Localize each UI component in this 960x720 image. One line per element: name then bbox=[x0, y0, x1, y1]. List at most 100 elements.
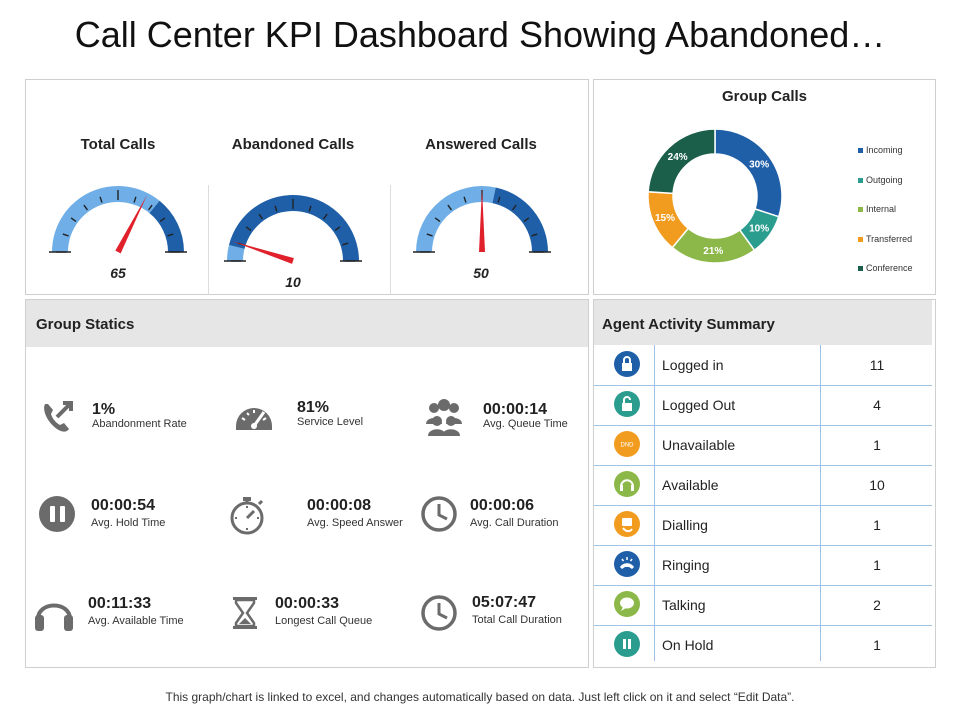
gauge-needle bbox=[479, 188, 485, 252]
table-row: Logged Out 4 bbox=[594, 385, 932, 425]
gauge-dial bbox=[224, 194, 362, 264]
row-divider bbox=[594, 625, 932, 626]
stat-label: Longest Call Queue bbox=[275, 615, 373, 627]
gauge-band-low bbox=[227, 245, 245, 261]
donut-chart: 30% 10% 21% 15% 24% bbox=[647, 128, 783, 264]
gauge-tick bbox=[497, 196, 501, 203]
gauge-tick bbox=[334, 226, 341, 232]
legend-label: Transferred bbox=[866, 233, 913, 244]
people-group-icon bbox=[426, 399, 462, 436]
chart-legend: Incoming Outgoing Internal Transferred Confe… bbox=[858, 144, 913, 292]
divider bbox=[390, 185, 391, 295]
table-row: DND Unavailable 1 bbox=[594, 425, 932, 465]
legend-swatch bbox=[858, 236, 863, 242]
gauge-title: Total Calls bbox=[80, 136, 156, 153]
row-count: 1 bbox=[873, 437, 881, 453]
column-divider bbox=[820, 345, 821, 661]
row-count: 4 bbox=[873, 397, 881, 413]
footer-note: This graph/chart is linked to excel, and… bbox=[165, 690, 795, 704]
gauge-tick bbox=[147, 204, 153, 211]
phone-callback-icon bbox=[44, 401, 73, 432]
gauge-tick bbox=[322, 213, 328, 220]
stat-avg-queue-time: 00:00:14 Avg. Queue Time bbox=[423, 396, 603, 446]
headphones-icon bbox=[35, 603, 73, 631]
gauge-abandoned-calls: Abandoned Calls 10 bbox=[203, 80, 383, 296]
legend-label: Incoming bbox=[866, 145, 903, 155]
gauge-tick bbox=[447, 204, 453, 211]
data-label: 24% bbox=[668, 152, 688, 163]
stat-label: Avg. Queue Time bbox=[483, 418, 568, 430]
gauge-dial bbox=[49, 186, 187, 254]
speedometer-icon bbox=[236, 408, 272, 430]
gauge-tick bbox=[342, 242, 349, 246]
group-calls-panel: Group Calls 30% 10% 21% 15% 24% Incoming Outg… bbox=[593, 79, 936, 295]
legend-swatch bbox=[858, 148, 863, 153]
stat-value: 00:00:54 bbox=[91, 497, 156, 514]
stat-abandonment-rate: 1% Abandonment Rate bbox=[37, 396, 217, 446]
section-header: Group Statics bbox=[26, 300, 588, 347]
pause-icon bbox=[614, 631, 640, 657]
legend-item: Transferred bbox=[858, 233, 913, 263]
gauge-band-high bbox=[149, 200, 184, 252]
gauge-tick bbox=[159, 217, 166, 223]
row-label: Logged in bbox=[662, 357, 724, 373]
hourglass-icon bbox=[233, 597, 257, 629]
row-count: 2 bbox=[873, 597, 881, 613]
table-row: Dialling 1 bbox=[594, 505, 932, 545]
headset-icon bbox=[614, 471, 640, 497]
stat-value: 00:00:06 bbox=[470, 497, 535, 514]
row-count: 1 bbox=[873, 557, 881, 573]
gauge-tick bbox=[258, 213, 264, 220]
legend-item: Internal bbox=[858, 203, 913, 233]
gauge-tick bbox=[62, 233, 69, 237]
dnd-icon: DND bbox=[614, 431, 640, 457]
section-title: Group Statics bbox=[36, 316, 135, 333]
row-label: Unavailable bbox=[662, 437, 736, 453]
stat-value: 00:00:08 bbox=[307, 497, 372, 514]
row-divider bbox=[594, 465, 932, 466]
group-statics-panel: Group Statics 1% Abandonment Rate 81% Se… bbox=[25, 299, 589, 668]
gauge-title: Abandoned Calls bbox=[231, 136, 355, 153]
row-label: Talking bbox=[662, 597, 706, 613]
gauge-tick bbox=[434, 217, 441, 223]
legend-swatch bbox=[858, 177, 863, 183]
stat-value: 00:11:33 bbox=[88, 595, 152, 612]
gauge-value: 65 bbox=[110, 265, 126, 281]
gauge-tick bbox=[308, 205, 312, 212]
row-divider bbox=[594, 425, 932, 426]
gauge-tick bbox=[426, 233, 433, 237]
stopwatch-icon bbox=[230, 497, 264, 535]
row-divider bbox=[594, 505, 932, 506]
page-title: Call Center KPI Dashboard Showing Abando… bbox=[74, 14, 886, 55]
gauge-tick bbox=[511, 204, 517, 211]
gauge-tick bbox=[274, 205, 278, 212]
gauge-tick bbox=[245, 226, 252, 232]
gauge-tick bbox=[463, 196, 467, 203]
gauge-tick bbox=[133, 196, 137, 203]
agent-activity-panel: Agent Activity Summary Logged in 11 Logged… bbox=[593, 299, 936, 668]
donut-slice-incoming bbox=[714, 128, 783, 218]
svg-text:DND: DND bbox=[621, 443, 635, 449]
table-row: Ringing 1 bbox=[594, 545, 932, 585]
data-label: 15% bbox=[655, 213, 675, 224]
gauges-panel: Total Calls 65 Abandoned Calls 10 Answer… bbox=[25, 79, 589, 295]
stat-total-call-duration: 05:07:47 Total Call Duration bbox=[419, 593, 599, 643]
gauge-tick bbox=[531, 233, 538, 237]
column-divider bbox=[654, 345, 655, 661]
gauge-answered-calls: Answered Calls 50 bbox=[391, 80, 571, 296]
stat-value: 81% bbox=[297, 399, 330, 416]
row-count: 1 bbox=[873, 517, 881, 533]
stat-label: Total Call Duration bbox=[472, 614, 562, 626]
stat-value: 00:00:33 bbox=[275, 595, 340, 612]
ringing-phone-icon bbox=[614, 551, 640, 577]
row-label: Dialling bbox=[662, 517, 708, 533]
dialpad-icon bbox=[614, 511, 640, 537]
table-row: On Hold 1 bbox=[594, 625, 932, 665]
legend-label: Internal bbox=[866, 204, 897, 214]
data-label: 30% bbox=[749, 159, 769, 170]
row-label: Ringing bbox=[662, 557, 710, 573]
gauge-tick bbox=[70, 217, 77, 223]
gauge-dial bbox=[413, 186, 551, 253]
stat-value: 05:07:47 bbox=[472, 594, 537, 611]
gauge-needle bbox=[115, 194, 148, 254]
